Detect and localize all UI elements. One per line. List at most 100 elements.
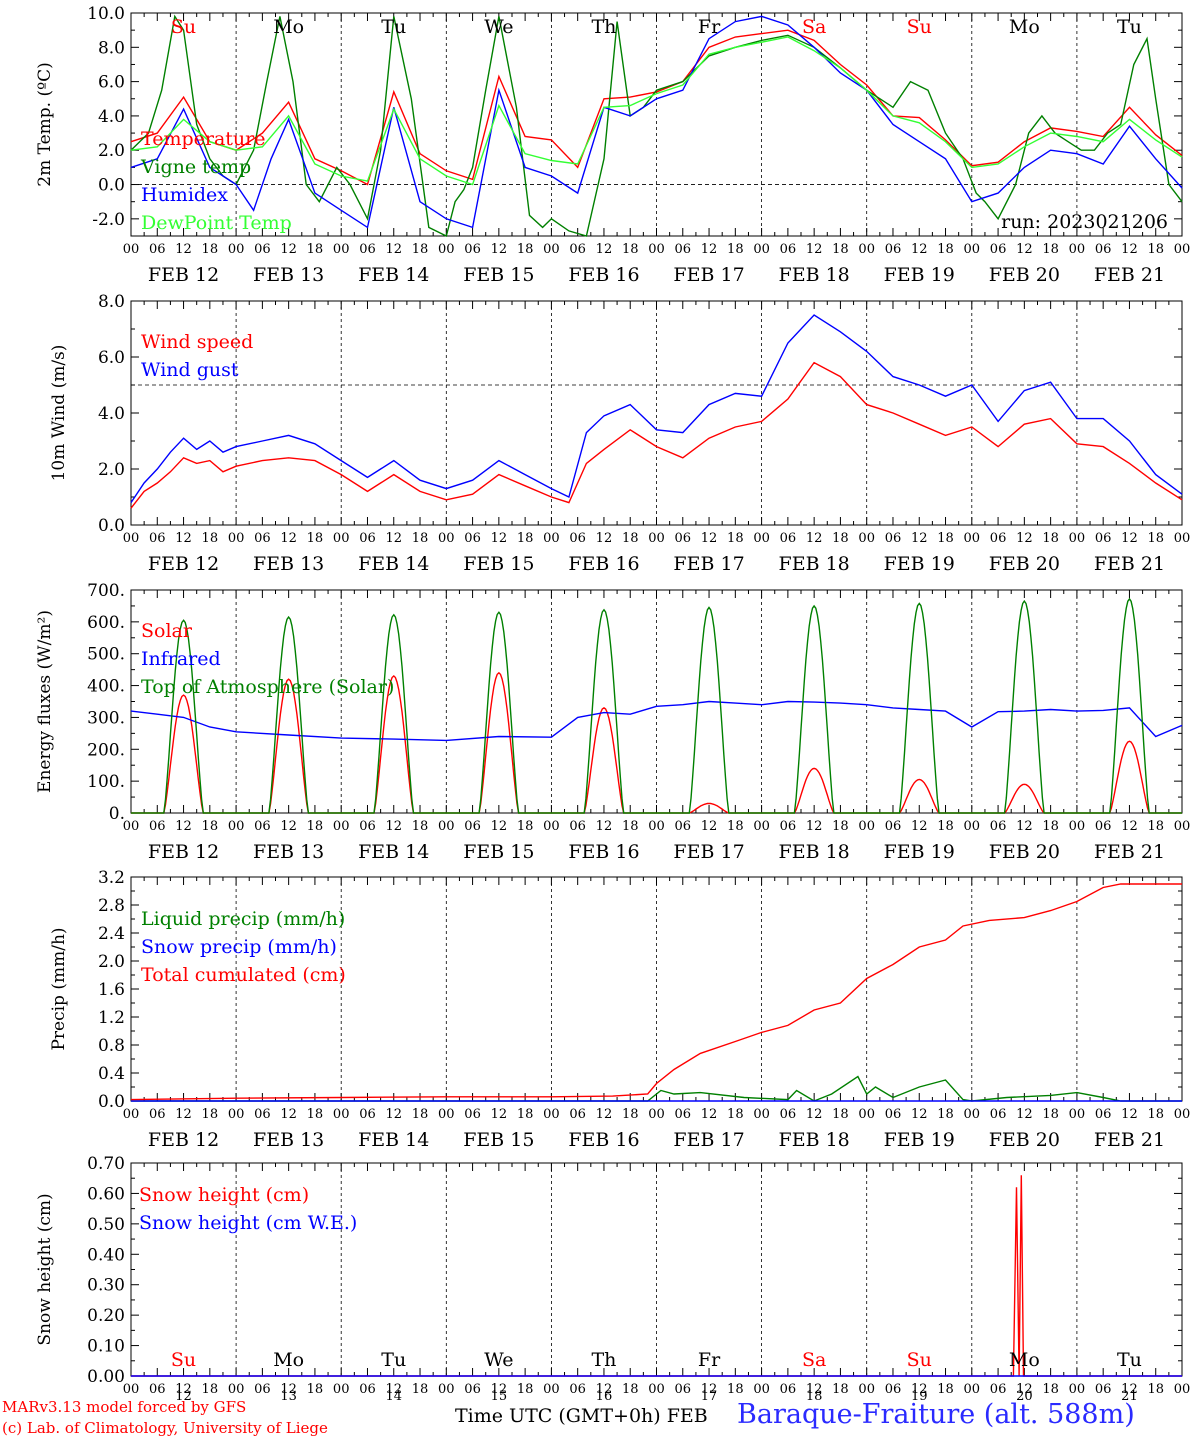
- x-hour-label: 00: [858, 819, 875, 834]
- x-hour-label: 12: [911, 531, 928, 546]
- series-line-wind-gust: [130, 314, 1183, 503]
- weekday-label-top: Fr: [698, 16, 721, 38]
- y-tick-label: 0.0: [98, 176, 125, 196]
- x-day-label: FEB 15: [463, 841, 534, 863]
- x-hour-label: 06: [780, 1107, 797, 1122]
- y-tick-label: 10.0: [87, 4, 125, 24]
- x-day-label: FEB 12: [148, 264, 219, 286]
- x-hour-label: 06: [675, 242, 692, 257]
- x-day-label: FEB 20: [989, 264, 1060, 286]
- x-day-label: FEB 15: [463, 264, 534, 286]
- y-tick-label: 200.: [87, 740, 125, 760]
- x-hour-label: 18: [1042, 1382, 1059, 1397]
- x-hour-label: 12: [596, 242, 613, 257]
- x-hour-label: 00: [648, 1107, 665, 1122]
- x-hour-label: 12: [596, 1107, 613, 1122]
- x-hour-label: 18: [1147, 531, 1164, 546]
- y-tick-label: 0.0: [98, 516, 125, 536]
- x-hour-label: 00: [964, 819, 981, 834]
- x-hour-label: 12: [280, 819, 297, 834]
- x-hour-label: 18: [727, 819, 744, 834]
- x-day-label: FEB 13: [253, 553, 324, 575]
- x-hour-label: 06: [675, 819, 692, 834]
- x-day-label: FEB 14: [358, 841, 429, 863]
- x-day-label: FEB 18: [779, 1129, 850, 1151]
- x-day-number: 21: [1121, 1389, 1138, 1404]
- y-tick-label: 4.0: [98, 404, 125, 424]
- x-day-label: FEB 21: [1094, 553, 1165, 575]
- x-day-number: 15: [491, 1389, 508, 1404]
- x-hour-label: 06: [990, 242, 1007, 257]
- weekday-label-top: We: [484, 16, 513, 38]
- x-hour-label: 12: [385, 531, 402, 546]
- x-hour-label: 00: [333, 242, 350, 257]
- legend-entry: Temperature: [141, 128, 265, 150]
- y-tick-label: 2.4: [98, 924, 125, 944]
- x-hour-label: 00: [1069, 1107, 1086, 1122]
- x-day-label: FEB 15: [463, 1129, 534, 1151]
- y-tick-label: -2.0: [92, 210, 125, 230]
- x-hour-label: 18: [1147, 1382, 1164, 1397]
- x-hour-label: 06: [149, 242, 166, 257]
- x-hour-label: 00: [228, 1107, 245, 1122]
- x-hour-label: 18: [1042, 1107, 1059, 1122]
- x-hour-label: 00: [964, 1107, 981, 1122]
- x-hour-label: 18: [622, 819, 639, 834]
- x-hour-label: 12: [175, 531, 192, 546]
- y-tick-label: 400.: [87, 677, 125, 697]
- x-hour-label: 12: [385, 242, 402, 257]
- y-tick-label: 500.: [87, 645, 125, 665]
- plot-frame-1: [130, 12, 1183, 237]
- x-hour-label: 00: [1174, 1382, 1191, 1397]
- x-hour-label: 06: [1095, 531, 1112, 546]
- x-hour-label: 06: [149, 1107, 166, 1122]
- legend-entry: DewPoint Temp: [141, 212, 292, 234]
- x-hour-label: 18: [622, 1382, 639, 1397]
- x-hour-label: 06: [675, 531, 692, 546]
- x-hour-label: 06: [990, 531, 1007, 546]
- x-day-label: FEB 19: [884, 553, 955, 575]
- x-hour-label: 18: [307, 1107, 324, 1122]
- x-hour-label: 18: [622, 531, 639, 546]
- x-hour-label: 06: [359, 242, 376, 257]
- x-hour-label: 12: [1016, 531, 1033, 546]
- plot-frame-2: [130, 300, 1183, 526]
- x-hour-label: 18: [622, 1107, 639, 1122]
- x-hour-label: 00: [333, 1382, 350, 1397]
- x-day-number: 17: [701, 1389, 718, 1404]
- x-hour-label: 00: [964, 242, 981, 257]
- weekday-label-bottom: Tu: [1117, 1349, 1142, 1371]
- x-hour-label: 00: [1069, 819, 1086, 834]
- x-hour-label: 06: [569, 242, 586, 257]
- x-day-number: 18: [806, 1389, 823, 1404]
- x-day-label: FEB 18: [779, 553, 850, 575]
- x-hour-label: 12: [596, 531, 613, 546]
- x-day-label: FEB 12: [148, 841, 219, 863]
- x-day-label: FEB 19: [884, 841, 955, 863]
- x-hour-label: 06: [675, 1382, 692, 1397]
- x-hour-label: 18: [727, 531, 744, 546]
- x-hour-label: 06: [464, 242, 481, 257]
- x-hour-label: 12: [491, 242, 508, 257]
- x-hour-label: 18: [832, 819, 849, 834]
- x-hour-label: 06: [990, 819, 1007, 834]
- x-hour-label: 00: [858, 1382, 875, 1397]
- x-hour-label: 06: [885, 242, 902, 257]
- x-day-number: 13: [280, 1389, 297, 1404]
- x-hour-label: 12: [701, 242, 718, 257]
- x-hour-label: 18: [202, 531, 219, 546]
- x-hour-label: 06: [254, 1107, 271, 1122]
- x-hour-label: 12: [1121, 819, 1138, 834]
- x-hour-label: 06: [1095, 242, 1112, 257]
- model-credit: MARv3.13 model forced by GFS: [2, 1398, 247, 1416]
- x-hour-label: 00: [964, 531, 981, 546]
- x-hour-label: 00: [1069, 242, 1086, 257]
- x-hour-label: 18: [622, 242, 639, 257]
- x-hour-label: 06: [885, 819, 902, 834]
- x-hour-label: 06: [464, 1382, 481, 1397]
- x-hour-label: 12: [280, 242, 297, 257]
- x-hour-label: 18: [307, 819, 324, 834]
- x-hour-label: 12: [701, 1382, 718, 1397]
- y-tick-label: 6.0: [98, 73, 125, 93]
- x-hour-label: 06: [149, 1382, 166, 1397]
